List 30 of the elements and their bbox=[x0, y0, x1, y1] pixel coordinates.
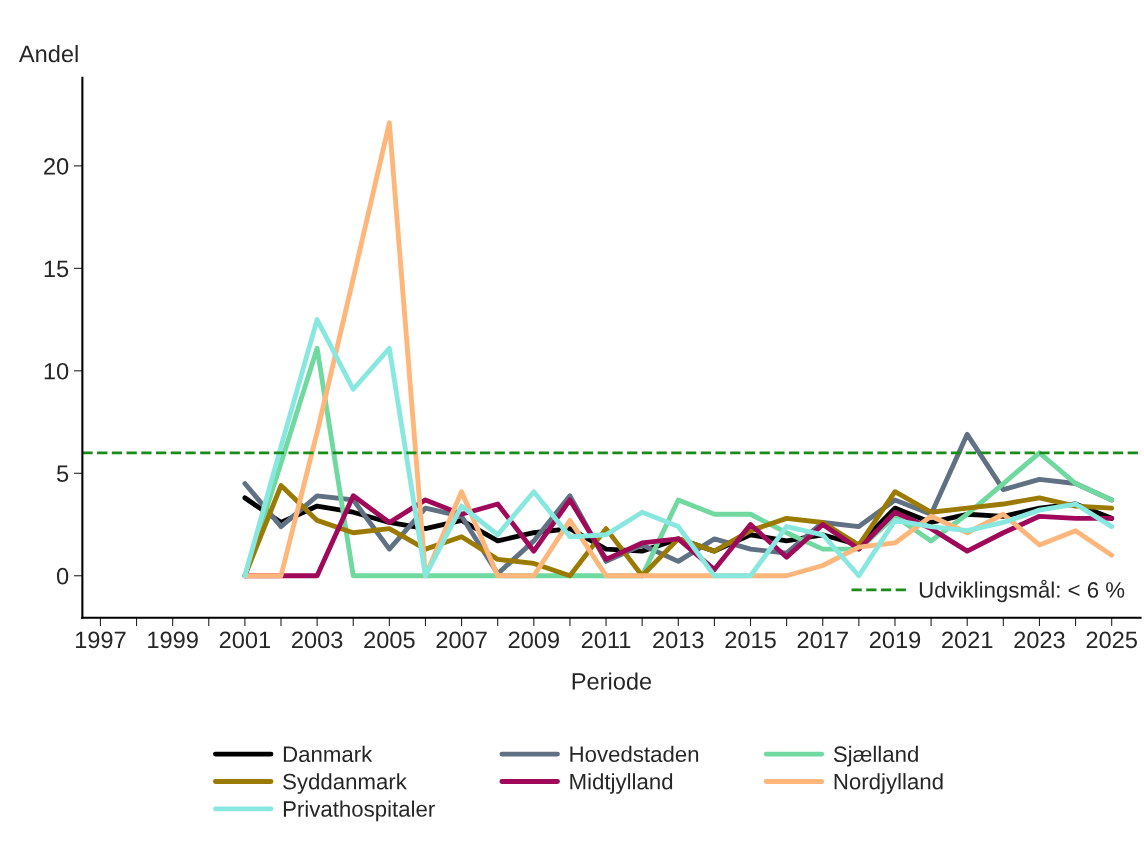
x-tick-label: 2017 bbox=[797, 631, 848, 649]
x-tick-label: 2015 bbox=[725, 631, 776, 649]
legend-label: Hovedstaden bbox=[570, 745, 699, 763]
x-tick-label: 2021 bbox=[942, 631, 993, 649]
x-tick-label: 1997 bbox=[75, 631, 126, 649]
legend-label: Udviklingsmål: < 6 % bbox=[919, 579, 1125, 603]
x-tick-label: 2025 bbox=[1086, 631, 1137, 649]
x-tick-label: 2003 bbox=[292, 631, 343, 649]
legend-label: Privathospitaler bbox=[283, 800, 435, 822]
x-tick-label: 2019 bbox=[869, 631, 921, 649]
x-tick-label: 2023 bbox=[1014, 631, 1065, 649]
x-tick-label: 2005 bbox=[364, 631, 415, 649]
x-tick-label: 2007 bbox=[436, 631, 487, 649]
x-tick-label: 2009 bbox=[508, 631, 559, 649]
x-tick-label: 1999 bbox=[148, 631, 198, 649]
legend-label: Nordjylland bbox=[834, 773, 943, 794]
y-tick-label: 20 bbox=[44, 157, 69, 175]
legend-label: Danmark bbox=[283, 745, 373, 763]
y-tick-label: 0 bbox=[56, 567, 69, 585]
y-tick-label: 10 bbox=[44, 362, 69, 380]
x-tick-label: 2011 bbox=[581, 631, 631, 649]
x-axis-title: Periode bbox=[572, 672, 652, 690]
legend-label: Sjælland bbox=[833, 745, 918, 767]
x-tick-label: 2013 bbox=[653, 631, 704, 649]
y-tick-label: 15 bbox=[44, 260, 69, 278]
y-tick-label: 5 bbox=[56, 465, 69, 483]
y-axis-title: Andel bbox=[18, 44, 78, 63]
x-tick-label: 2001 bbox=[219, 631, 270, 649]
legend-label: Midtjylland bbox=[570, 773, 673, 794]
legend-label: Syddanmark bbox=[283, 773, 407, 794]
